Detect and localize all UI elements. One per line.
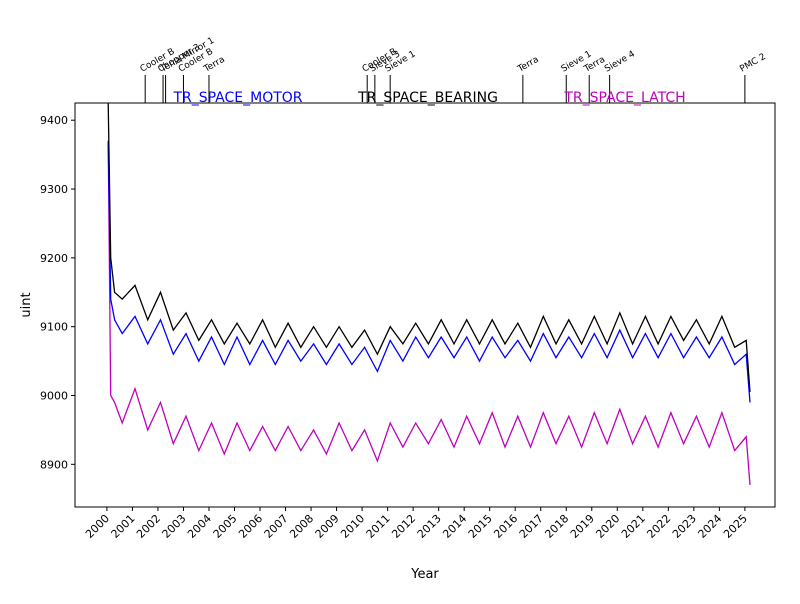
x-tick-label: 2005: [211, 512, 240, 541]
x-tick-label: 2015: [466, 512, 495, 541]
x-tick-label: 2024: [695, 512, 724, 541]
y-tick-label: 8900: [40, 458, 68, 471]
x-tick-label: 2016: [491, 512, 520, 541]
x-tick-label: 2022: [644, 512, 673, 541]
x-tick-label: 2014: [440, 512, 469, 541]
event-label: Terra: [516, 55, 541, 75]
x-tick-label: 2010: [338, 512, 367, 541]
x-tick-label: 2008: [287, 512, 316, 541]
x-tick-label: 2012: [389, 512, 418, 541]
y-axis-label: uint: [19, 292, 34, 317]
event-label: Sieve 4: [603, 49, 637, 74]
x-tick-label: 2017: [517, 512, 546, 541]
x-tick-label: 2003: [160, 512, 189, 541]
legend-label: TR_SPACE_MOTOR: [172, 90, 302, 106]
x-tick-label: 2006: [236, 512, 265, 541]
y-tick-label: 9400: [40, 114, 68, 127]
x-tick-label: 2004: [185, 512, 214, 541]
x-tick-label: 2023: [670, 512, 699, 541]
x-tick-label: 2002: [134, 512, 163, 541]
x-tick-label: 2019: [568, 512, 597, 541]
y-tick-label: 9300: [40, 183, 68, 196]
legend-label: TR_SPACE_LATCH: [563, 90, 685, 106]
event-label: PMC 2: [738, 52, 767, 75]
plot-frame: [74, 102, 776, 508]
x-tick-label: 2001: [109, 512, 138, 541]
y-tick-label: 9100: [40, 321, 68, 334]
series-line: [107, 102, 751, 393]
x-tick-label: 2000: [83, 512, 112, 541]
x-tick-label: 2011: [364, 512, 393, 541]
x-tick-label: 2020: [593, 512, 622, 541]
legend-label: TR_SPACE_BEARING: [357, 90, 498, 106]
x-axis-label: Year: [410, 567, 439, 582]
x-tick-label: 2007: [262, 512, 291, 541]
y-tick-label: 9000: [40, 390, 68, 403]
x-tick-label: 2021: [619, 512, 648, 541]
y-tick-label: 9200: [40, 252, 68, 265]
x-tick-label: 2025: [721, 512, 750, 541]
x-tick-label: 2009: [313, 512, 342, 541]
x-tick-label: 2018: [542, 512, 571, 541]
x-tick-label: 2013: [415, 512, 444, 541]
series-line: [107, 140, 751, 486]
series-line: [107, 140, 751, 403]
